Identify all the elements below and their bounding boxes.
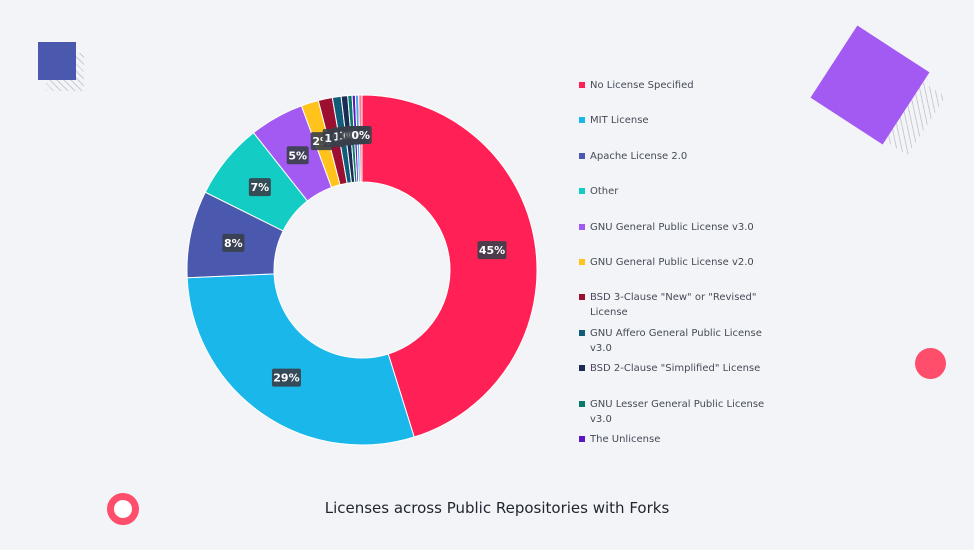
legend-item: GNU Affero General Public License v3.0 <box>579 326 809 356</box>
legend-label: GNU General Public License v3.0 <box>590 221 754 233</box>
legend-swatch <box>579 188 585 195</box>
data-label-box <box>248 178 271 197</box>
legend-item: MIT License <box>579 113 809 128</box>
data-label-text: 7% <box>251 181 270 194</box>
data-label-box <box>349 126 372 145</box>
legend-swatch <box>579 117 585 124</box>
data-label-box <box>222 233 245 252</box>
data-label: 5% <box>286 146 309 165</box>
legend-item: Apache License 2.0 <box>579 149 809 164</box>
legend-label: The Unlicense <box>590 434 661 445</box>
data-label: 0% <box>349 126 372 145</box>
data-label-text: 0% <box>351 129 370 142</box>
data-label-text: 5% <box>288 149 307 162</box>
legend-item: BSD 3-Clause "New" or "Revised" License <box>579 290 809 320</box>
chart-title: Licenses across Public Repositories with… <box>324 499 670 517</box>
legend-swatch <box>579 259 585 265</box>
data-label-box <box>286 146 309 165</box>
data-label: 45% <box>477 241 507 260</box>
data-label-text: 8% <box>224 237 243 250</box>
legend-label: Apache License 2.0 <box>590 150 688 162</box>
legend-swatch <box>579 152 585 159</box>
legend-item: No License Specified <box>579 78 809 93</box>
donut-slice <box>186 273 415 446</box>
chart-slices <box>186 94 538 446</box>
legend-label: BSD 2-Clause "Simplified" License <box>590 363 761 375</box>
decorative-pink-ring <box>107 493 139 525</box>
legend-label: GNU General Public License v2.0 <box>590 257 754 268</box>
chart-data-labels: 45%29%8%7%5%2%1%1%1%0%0%0%0% <box>222 126 507 387</box>
legend-label: GNU Affero General Public License v3.0 <box>590 327 762 354</box>
decorative-blue-square <box>38 42 76 80</box>
legend-item: GNU General Public License v3.0 <box>579 220 809 235</box>
data-label-text: 45% <box>479 244 505 257</box>
donut-slice <box>361 94 538 438</box>
data-label-box <box>477 241 507 260</box>
legend-swatch <box>579 329 585 336</box>
legend-swatch <box>579 365 585 372</box>
data-label-text: 29% <box>273 372 299 385</box>
data-label-box <box>271 368 301 387</box>
legend-label: No License Specified <box>590 80 694 91</box>
legend-item: Other <box>579 184 809 199</box>
legend-item: The Unlicense <box>579 432 809 447</box>
legend-item: GNU General Public License v2.0 <box>579 255 809 270</box>
legend-label: Other <box>590 186 619 198</box>
data-label: 7% <box>248 178 271 197</box>
data-label: 8% <box>222 233 245 252</box>
decorative-pink-dot <box>915 348 946 379</box>
data-label: 29% <box>271 368 301 387</box>
legend-swatch <box>579 294 585 301</box>
legend-label: BSD 3-Clause "New" or "Revised" License <box>590 292 757 319</box>
legend-label: GNU Lesser General Public License v3.0 <box>590 398 765 425</box>
legend-label: MIT License <box>590 115 649 127</box>
legend-swatch <box>579 436 585 442</box>
legend-swatch <box>579 82 585 88</box>
legend-swatch <box>579 400 585 407</box>
legend-item: GNU Lesser General Public License v3.0 <box>579 397 809 427</box>
legend-item: BSD 2-Clause "Simplified" License <box>579 361 809 376</box>
legend-swatch <box>579 223 585 230</box>
